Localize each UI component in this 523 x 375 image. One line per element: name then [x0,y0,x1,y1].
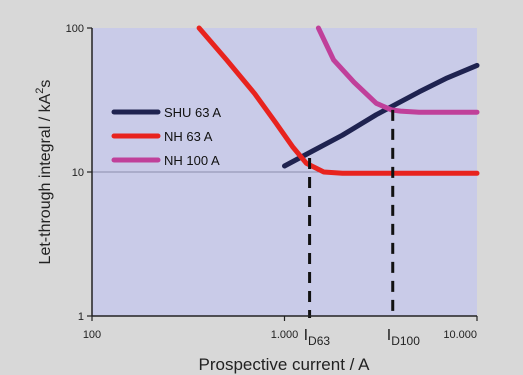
y-axis-label: Let-through integral / kA2s [34,80,54,265]
marker-label-subscript-1: D100 [391,334,420,348]
y-tick-label-2: 100 [66,23,84,35]
legend-label-1: NH 63 A [164,129,213,144]
legend-label-2: NH 100 A [164,153,220,168]
y-axis-label-main: Let-through integral / kA [37,93,54,264]
series-line-1 [196,25,480,176]
y-tick-label-0: 1 [78,311,84,323]
marker-label-symbol-0: I [304,327,308,344]
x-tick-label-1: 1.000 [271,329,299,341]
x-tick-label-2: 10.000 [443,329,477,341]
series-line-0 [282,62,480,169]
legend-label-0: SHU 63 A [164,105,221,120]
x-axis-label: Prospective current / A [198,355,370,374]
y-axis-label-tail: s [37,80,54,88]
marker-label-symbol-1: I [387,327,391,344]
marker-label-subscript-0: D63 [308,334,330,348]
x-tick-label-0: 100 [83,329,101,341]
y-axis-label-superscript: 2 [34,88,46,94]
legend: SHU 63 A NH 63 A NH 100 A [111,105,221,168]
y-tick-label-1: 10 [72,167,84,179]
marker-label-0: ID63 [304,327,331,348]
marker-label-1: ID100 [387,327,420,348]
marker-layer [308,109,395,318]
